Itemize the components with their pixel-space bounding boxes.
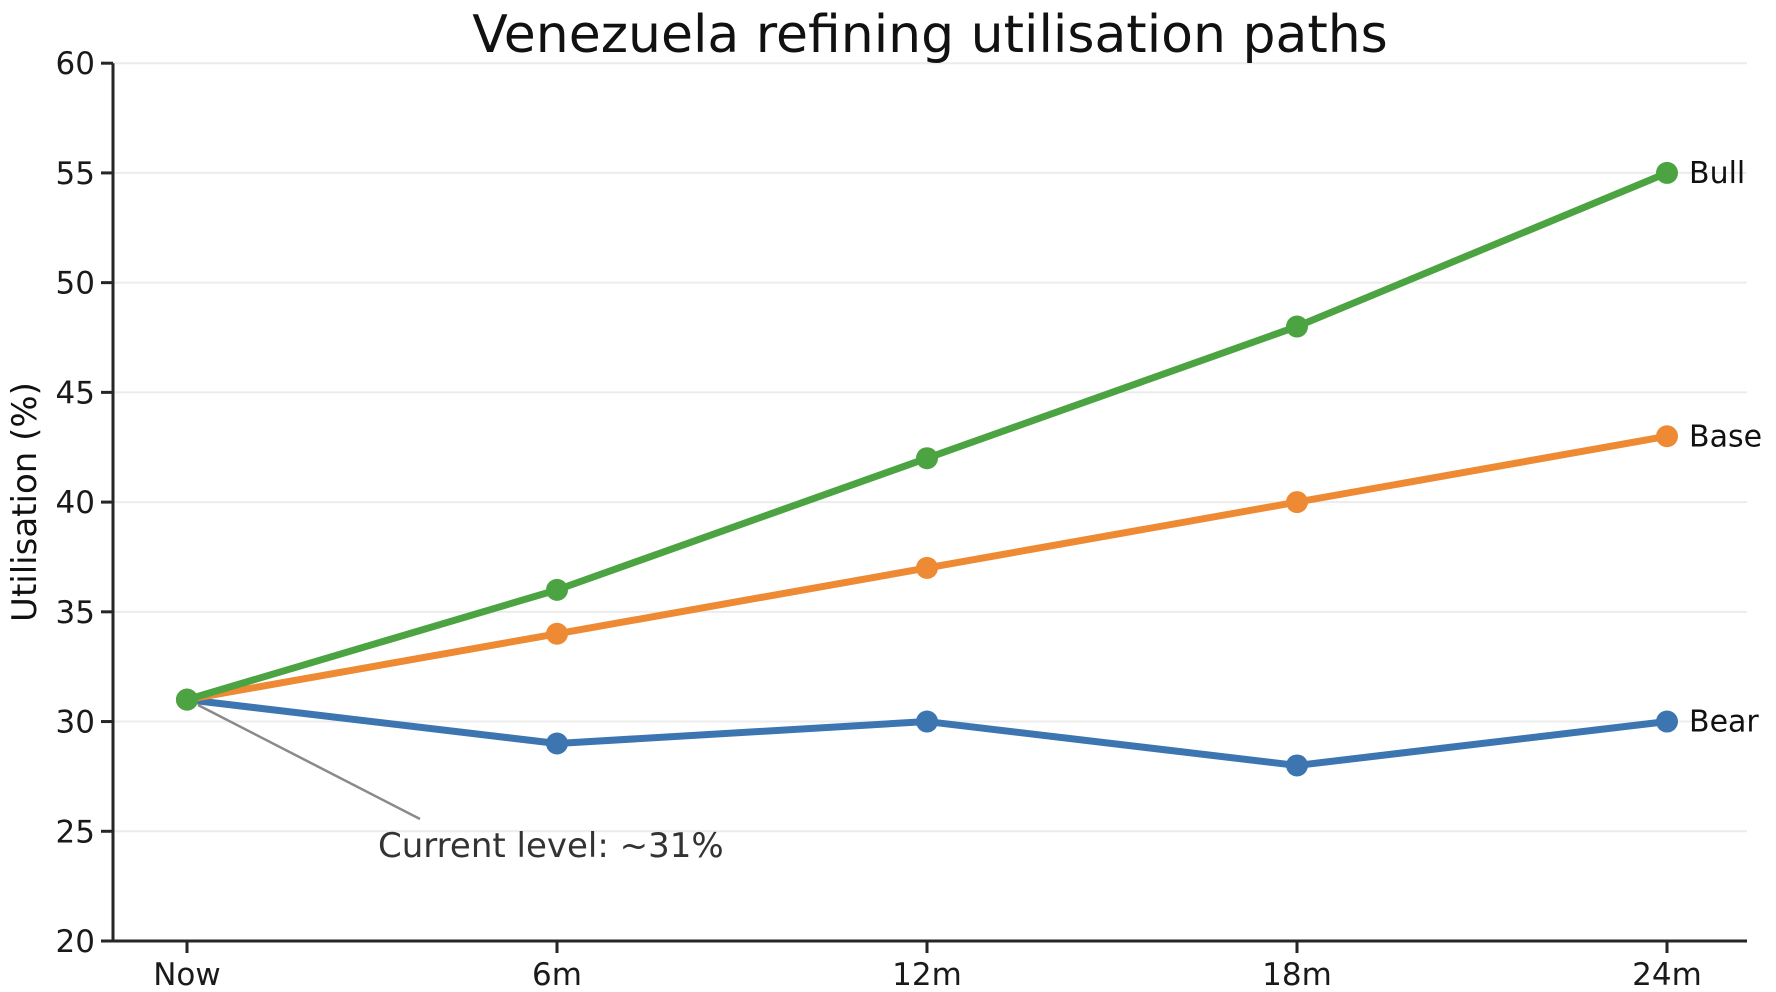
x-tick-label-24m: 24m [1632, 957, 1702, 992]
series-line-bull [183, 169, 1671, 704]
tick-label-layer: 20 25 30 35 40 45 50 55 60 Now 6m 12m 18m 24m [56, 46, 1702, 992]
y-tick-label-20: 20 [56, 924, 95, 960]
axis-layer [101, 61, 1747, 953]
data-point-base-18m [1286, 491, 1308, 514]
x-tick-label-18m: 18m [1262, 957, 1332, 992]
chart-title: Venezuela refining utilisation paths [472, 5, 1388, 65]
data-point-bull-24m [1656, 161, 1678, 184]
data-point-base-6m [546, 622, 568, 645]
series-end-label-layer: Bear Base Bull [1689, 156, 1762, 740]
data-point-bear-18m [1286, 754, 1308, 777]
data-point-bear-6m [546, 732, 568, 755]
y-axis-label: Utilisation (%) [5, 382, 45, 622]
annotation-text: Current level: ~31% [378, 826, 724, 866]
series-label-bull: Bull [1689, 156, 1745, 191]
data-point-bull-18m [1286, 315, 1308, 338]
data-point-bull-12m [916, 447, 938, 470]
y-tick-label-30: 30 [56, 705, 95, 741]
series-layer [176, 161, 1678, 777]
x-tick-label-Now: Now [153, 957, 221, 992]
y-tick-label-55: 55 [56, 156, 95, 192]
data-point-bull-6m [546, 578, 568, 601]
annotation-leader-line [197, 703, 421, 821]
series-label-base: Base [1689, 419, 1762, 454]
y-tick-label-40: 40 [56, 485, 95, 521]
data-point-bull-now [176, 688, 198, 711]
y-tick-label-25: 25 [56, 814, 95, 850]
data-point-base-12m [916, 556, 938, 579]
y-tick-label-45: 45 [56, 375, 95, 411]
series-label-bear: Bear [1689, 705, 1759, 740]
data-point-base-24m [1656, 425, 1678, 448]
x-tick-label-12m: 12m [892, 957, 962, 992]
y-tick-label-60: 60 [56, 46, 95, 82]
y-tick-label-35: 35 [56, 595, 95, 631]
y-tick-label-50: 50 [56, 266, 95, 302]
data-point-bear-24m [1656, 710, 1678, 733]
x-tick-label-6m: 6m [532, 957, 582, 992]
data-point-bear-12m [916, 710, 938, 733]
